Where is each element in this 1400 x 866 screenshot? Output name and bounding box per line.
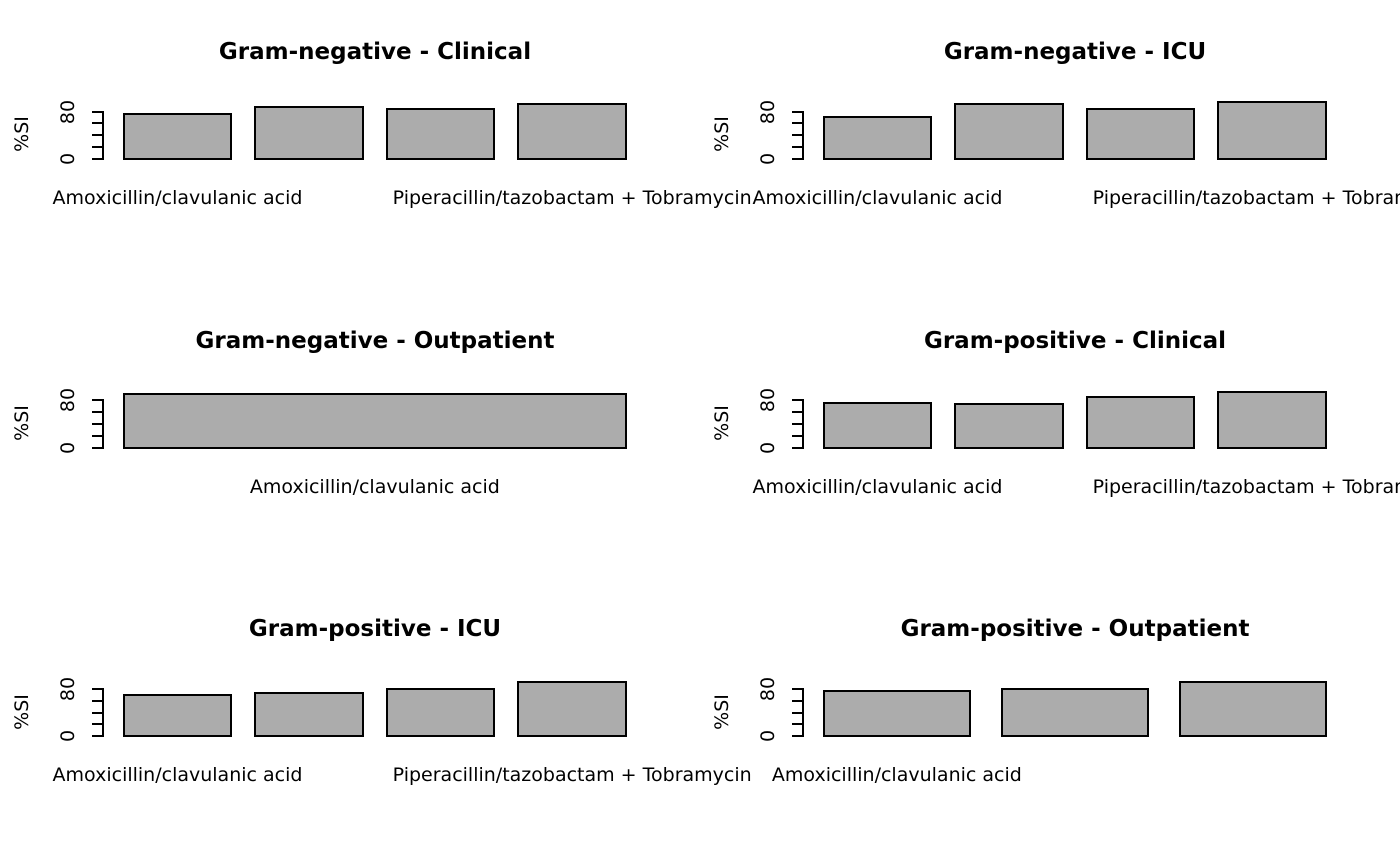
y-axis-tick [792, 399, 802, 402]
y-axis-tick [92, 422, 102, 425]
bar [254, 691, 364, 738]
panel-title: Gram-positive - ICU [248, 616, 502, 643]
y-axis-line [102, 687, 104, 738]
y-axis-label: %SI [711, 693, 733, 730]
panel-title: Gram-negative - ICU [943, 39, 1207, 65]
x-axis-label: Amoxicillin/clavulanic acid [771, 764, 1022, 787]
y-axis-label: %SI [11, 405, 33, 441]
y-axis-tick [792, 446, 802, 449]
y-axis-tick [92, 446, 102, 449]
y-axis-tick [92, 723, 102, 726]
y-axis-label: %SI [711, 116, 733, 153]
y-tick-label-0: 0 [57, 441, 79, 454]
y-axis-tick [792, 711, 802, 714]
panel-title: Gram-positive - Outpatient [900, 616, 1250, 643]
y-axis-tick [92, 158, 102, 160]
panel-gram-negative-outpatient: Gram-negative - Outpatient 0 80 %SI Amoxicil… [0, 289, 700, 578]
bar [822, 402, 933, 449]
y-axis-tick [792, 411, 802, 414]
y-tick-label-80: 80 [57, 99, 79, 124]
bar [1178, 680, 1327, 738]
y-axis-tick [792, 146, 802, 149]
y-axis-tick [792, 122, 802, 125]
y-axis-tick [792, 134, 802, 137]
y-tick-label-0: 0 [757, 152, 779, 166]
y-tick-label-80: 80 [757, 388, 779, 413]
bar [254, 106, 364, 160]
y-axis-tick [92, 134, 102, 137]
bar [1000, 688, 1149, 738]
y-tick-label-0: 0 [57, 730, 79, 743]
y-axis-tick [92, 399, 102, 402]
y-axis-tick [92, 146, 102, 149]
y-axis-tick [92, 411, 102, 414]
y-axis-label: %SI [711, 405, 733, 441]
y-axis-line [802, 687, 804, 738]
y-axis-tick [792, 158, 802, 160]
y-axis-tick [792, 422, 802, 425]
bar [1217, 101, 1327, 160]
bar [1217, 391, 1327, 449]
bar [122, 392, 627, 449]
y-tick-label-80: 80 [757, 99, 779, 124]
x-axis-label: Amoxicillin/clavulanic acid [52, 187, 303, 209]
y-axis-tick [92, 434, 102, 437]
y-tick-label-80: 80 [57, 676, 79, 701]
y-axis-tick [92, 687, 102, 690]
bar [385, 107, 496, 160]
bar [122, 113, 233, 160]
y-tick-label-0: 0 [757, 730, 779, 743]
y-tick-label-0: 0 [57, 152, 79, 166]
y-tick-label-80: 80 [757, 676, 779, 701]
y-axis-tick [92, 735, 102, 738]
bar [1085, 395, 1196, 449]
y-axis-tick [792, 735, 802, 738]
bar [1085, 107, 1196, 160]
bar [822, 690, 971, 738]
x-axis-label: Amoxicillin/clavulanic acid [752, 475, 1003, 498]
y-axis-tick [792, 687, 802, 690]
panel-gram-negative-icu: Gram-negative - ICU 0 80 %SI Amoxicillin/cla… [700, 0, 1400, 289]
panel-gram-positive-clinical: Gram-positive - Clinical 0 80 %SI Amoxicilli… [700, 289, 1400, 578]
bar [822, 116, 933, 160]
y-tick-label-80: 80 [57, 388, 79, 413]
y-axis-line [802, 110, 804, 160]
y-axis-label: %SI [11, 693, 33, 730]
y-axis-line [102, 399, 104, 449]
x-axis-label: Piperacillin/tazobactam + Tobramycin [1092, 187, 1400, 209]
y-axis-label: %SI [11, 116, 33, 153]
bar [954, 402, 1064, 449]
panel-gram-negative-clinical: Gram-negative - Clinical 0 80 %SI Amoxicilli… [0, 0, 752, 289]
y-axis-tick [92, 699, 102, 702]
x-axis-label: Amoxicillin/clavulanic acid [752, 187, 1003, 209]
x-axis-label: Piperacillin/tazobactam + Tobramycin [392, 187, 752, 209]
y-axis-tick [792, 110, 802, 113]
y-axis-tick [792, 699, 802, 702]
bar [385, 687, 496, 738]
bar [122, 693, 233, 738]
y-axis-line [102, 110, 104, 160]
y-tick-label-0: 0 [757, 441, 779, 454]
y-axis-tick [92, 110, 102, 113]
panel-title: Gram-negative - Outpatient [195, 327, 555, 354]
x-axis-label: Piperacillin/tazobactam + Tobramycin [392, 764, 752, 787]
bar [517, 680, 627, 738]
bar [954, 103, 1064, 160]
x-axis-label: Amoxicillin/clavulanic acid [52, 764, 303, 787]
y-axis-tick [792, 723, 802, 726]
x-axis-label: Piperacillin/tazobactam + Tobramycin [1092, 475, 1400, 498]
y-axis-tick [92, 711, 102, 714]
bar [517, 102, 627, 160]
panel-gram-positive-icu: Gram-positive - ICU 0 80 %SI Amoxicillin/cla… [0, 577, 752, 866]
panel-gram-positive-outpatient: Gram-positive - Outpatient 0 80 %SI Amoxicil… [700, 577, 1400, 866]
panel-title: Gram-positive - Clinical [923, 327, 1227, 354]
y-axis-tick [792, 434, 802, 437]
y-axis-line [802, 399, 804, 449]
panel-title: Gram-negative - Clinical [218, 39, 532, 65]
y-axis-tick [92, 122, 102, 125]
x-axis-label: Amoxicillin/clavulanic acid [249, 475, 500, 498]
